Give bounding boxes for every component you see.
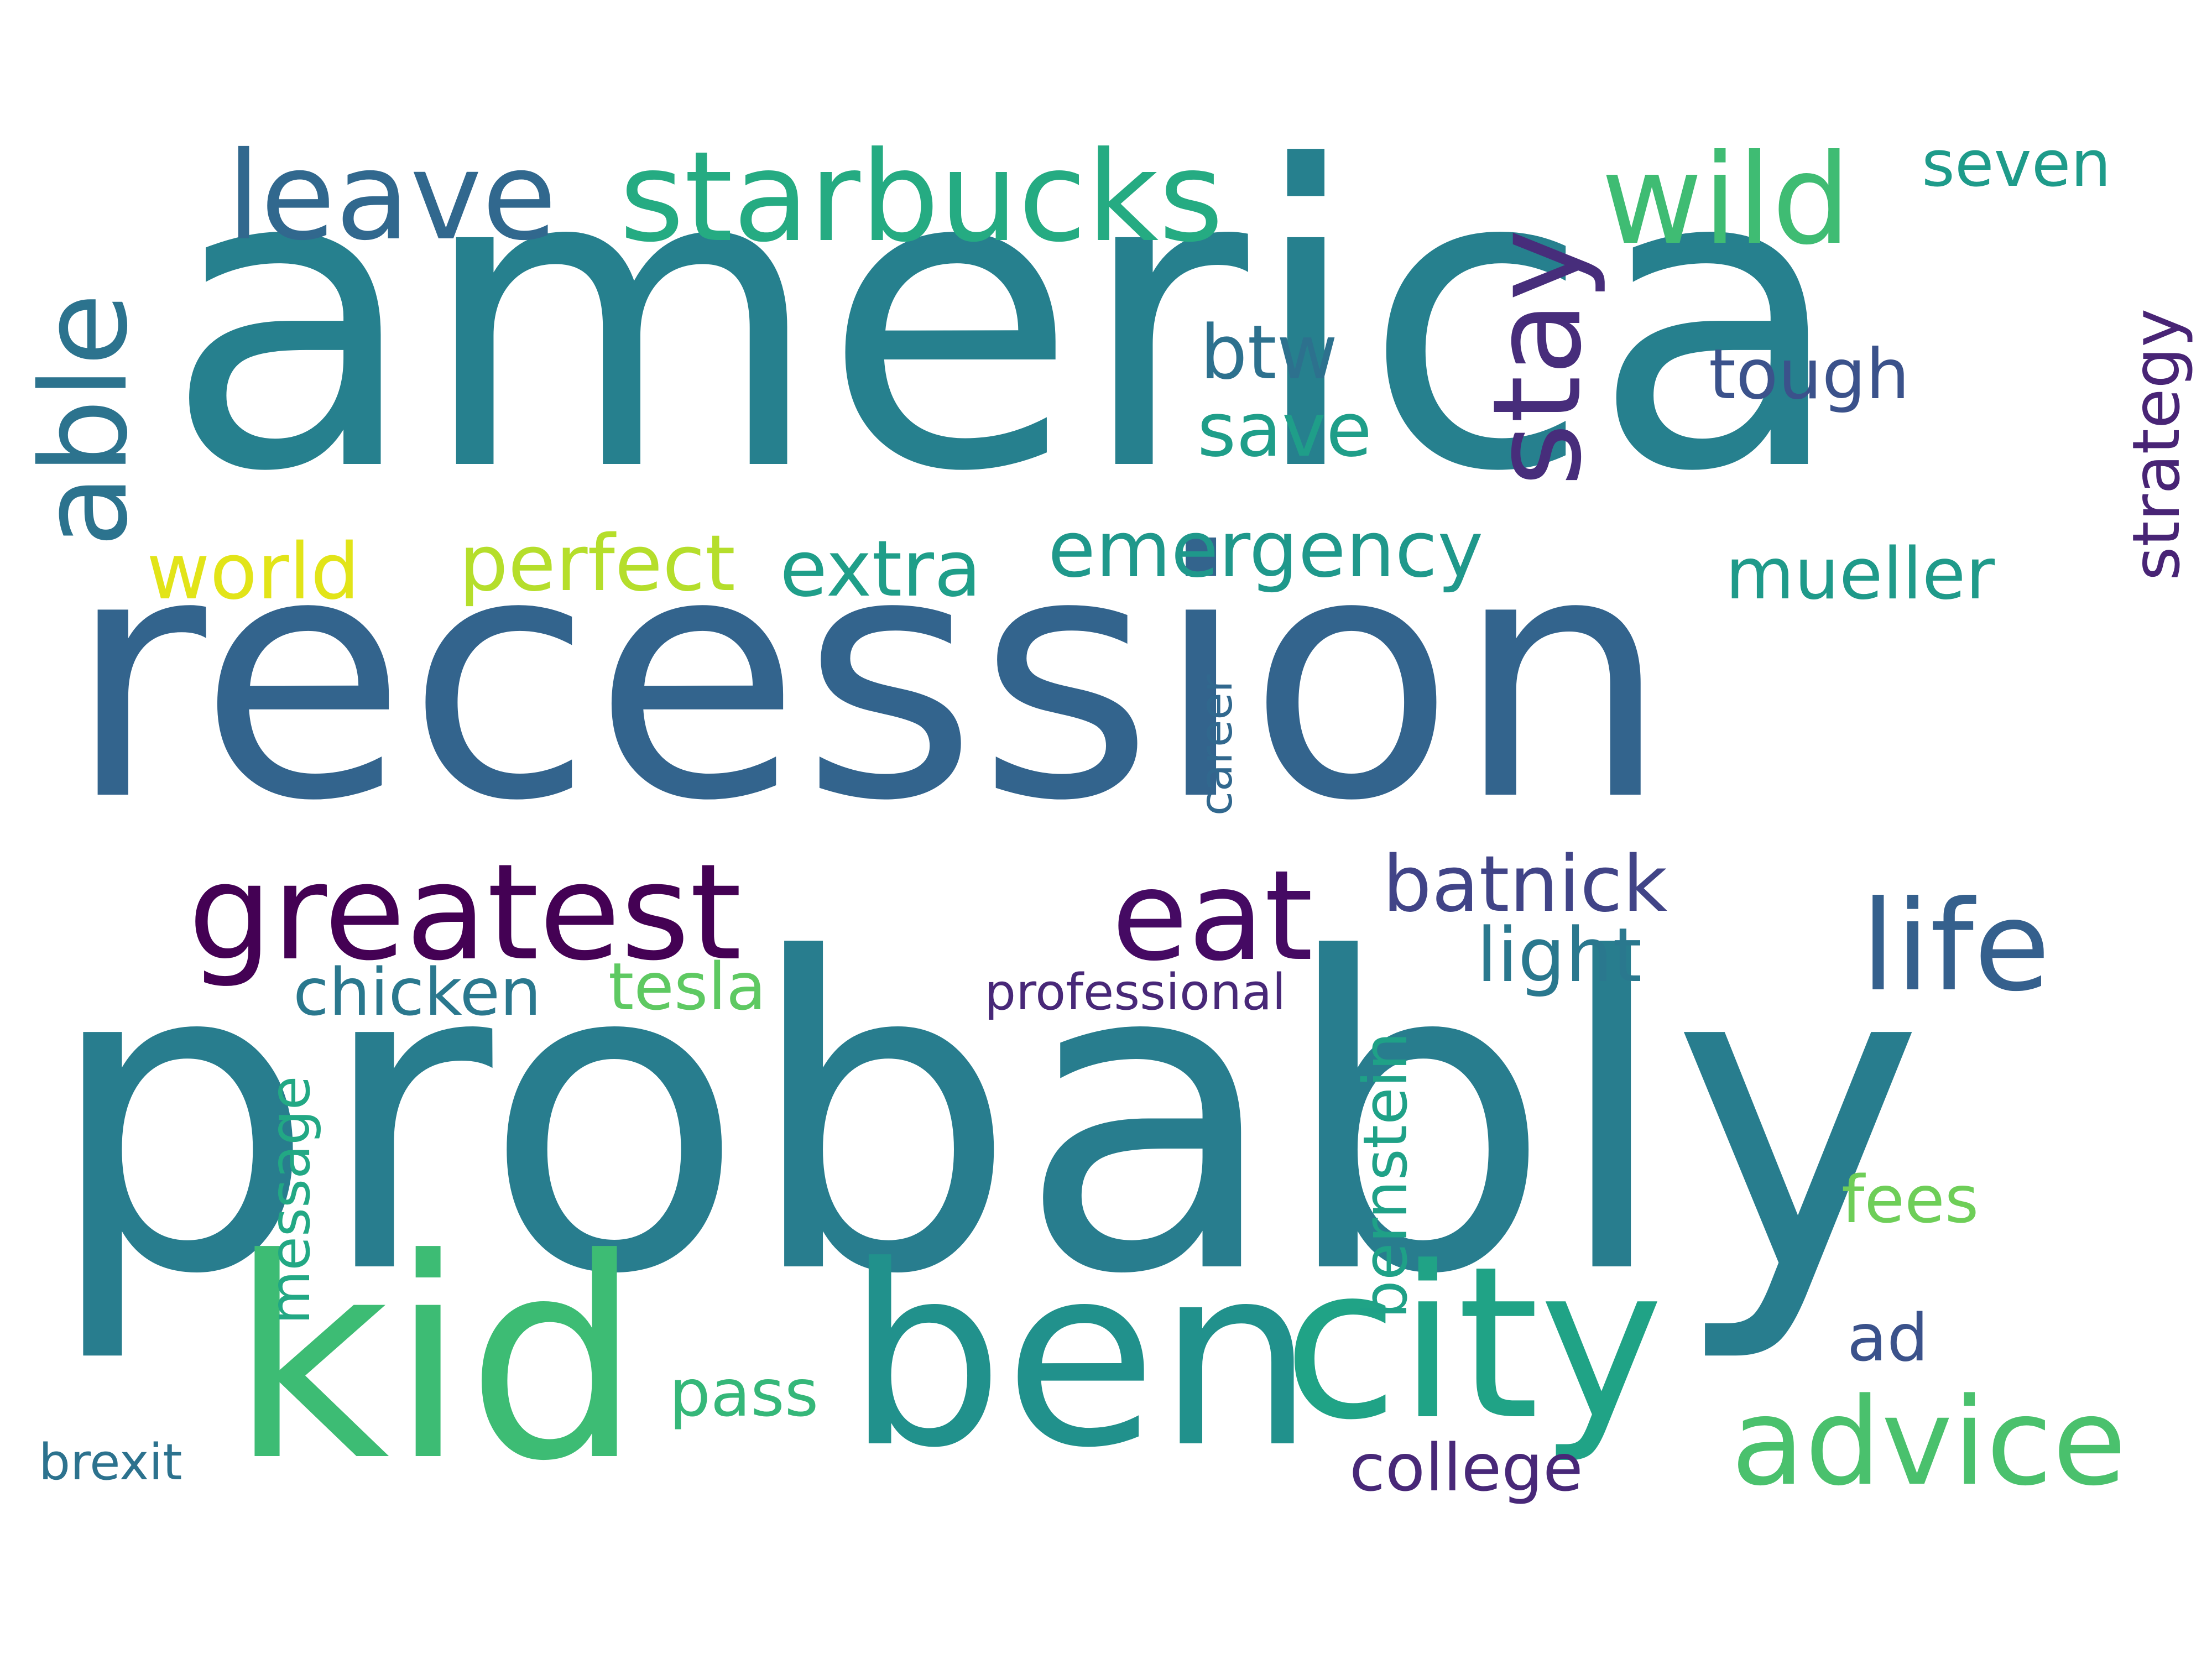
word-ad: ad [1847, 1300, 1929, 1376]
word-greatest: greatest [188, 835, 742, 990]
word-america: america [164, 79, 1846, 562]
word-brexit: brexit [39, 1433, 182, 1491]
word-college: college [1349, 1430, 1583, 1506]
word-city: city [1283, 1221, 1664, 1466]
word-chicken: chicken [293, 954, 541, 1030]
word-eat: eat [1112, 844, 1313, 989]
word-wild: wild [1601, 128, 1851, 273]
word-btw: btw [1200, 309, 1338, 396]
word-career: career [1191, 674, 1242, 816]
word-strategy: strategy [2118, 308, 2194, 581]
word-pass: pass [669, 1355, 819, 1431]
word-advice: advice [1731, 1373, 2127, 1512]
word-kid: kid [229, 1199, 642, 1521]
word-batnick: batnick [1383, 839, 1668, 930]
word-recession: recession [67, 481, 1670, 875]
word-probably: probably [44, 869, 1925, 1368]
word-perfect: perfect [459, 519, 735, 609]
word-fees: fees [1841, 1161, 1979, 1238]
word-tesla: tesla [608, 948, 766, 1025]
word-leave: leave [227, 126, 557, 267]
word-life: life [1861, 874, 2051, 1019]
word-stay: stay [1467, 229, 1608, 487]
word-tough: tough [1709, 335, 1910, 415]
word-mueller: mueller [1725, 533, 1995, 615]
word-light: light [1477, 912, 1642, 999]
word-bernstein: bernstein [1350, 1032, 1421, 1319]
word-starbucks: starbucks [619, 125, 1224, 270]
word-emergency: emergency [1048, 505, 1484, 595]
word-seven: seven [1922, 127, 2111, 201]
word-professional: professional [984, 963, 1286, 1021]
word-world: world [147, 527, 360, 617]
word-ben: ben [846, 1213, 1315, 1503]
word-able: able [15, 293, 154, 547]
word-extra: extra [780, 524, 982, 614]
word-save: save [1197, 387, 1373, 473]
word-message: message [258, 1076, 322, 1324]
